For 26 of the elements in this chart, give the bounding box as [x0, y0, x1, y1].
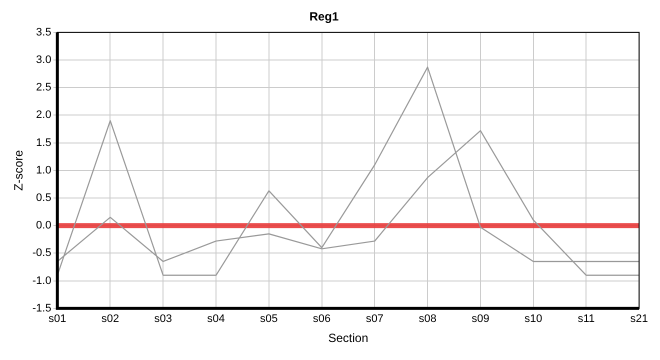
x-tick-label: s08: [418, 313, 436, 326]
x-tick-label: s10: [524, 313, 542, 326]
y-tick-label: 2.0: [36, 109, 52, 122]
y-tick-label: 3.0: [36, 54, 52, 66]
x-tick-label: s05: [260, 313, 278, 326]
y-tick-label: 0.0: [36, 220, 52, 232]
x-tick-label: s11: [578, 313, 595, 326]
x-tick-label: s02: [101, 313, 120, 326]
x-tick-label: s09: [472, 313, 490, 326]
x-tick-label: s03: [154, 313, 172, 326]
y-axis-title: Z-score: [12, 150, 26, 191]
y-tick-label: 3.5: [36, 26, 52, 38]
x-axis-title: Section: [328, 331, 368, 346]
x-tick-label: s21: [630, 313, 648, 326]
x-tick-label: s06: [312, 313, 331, 326]
chart-title: Reg1: [309, 10, 339, 24]
y-tick-label: 1.5: [36, 136, 52, 149]
y-tick-label: 2.5: [36, 82, 52, 94]
y-tick-label: -0.5: [32, 247, 52, 260]
x-tick-label: s04: [207, 313, 225, 326]
y-tick-label: 1.0: [36, 164, 52, 176]
x-tick-label: s07: [366, 313, 384, 326]
y-tick-label: -1.0: [32, 274, 52, 287]
x-tick-label: s01: [48, 313, 66, 326]
y-tick-label: -1.5: [32, 302, 52, 314]
y-tick-label: 0.5: [36, 192, 52, 204]
